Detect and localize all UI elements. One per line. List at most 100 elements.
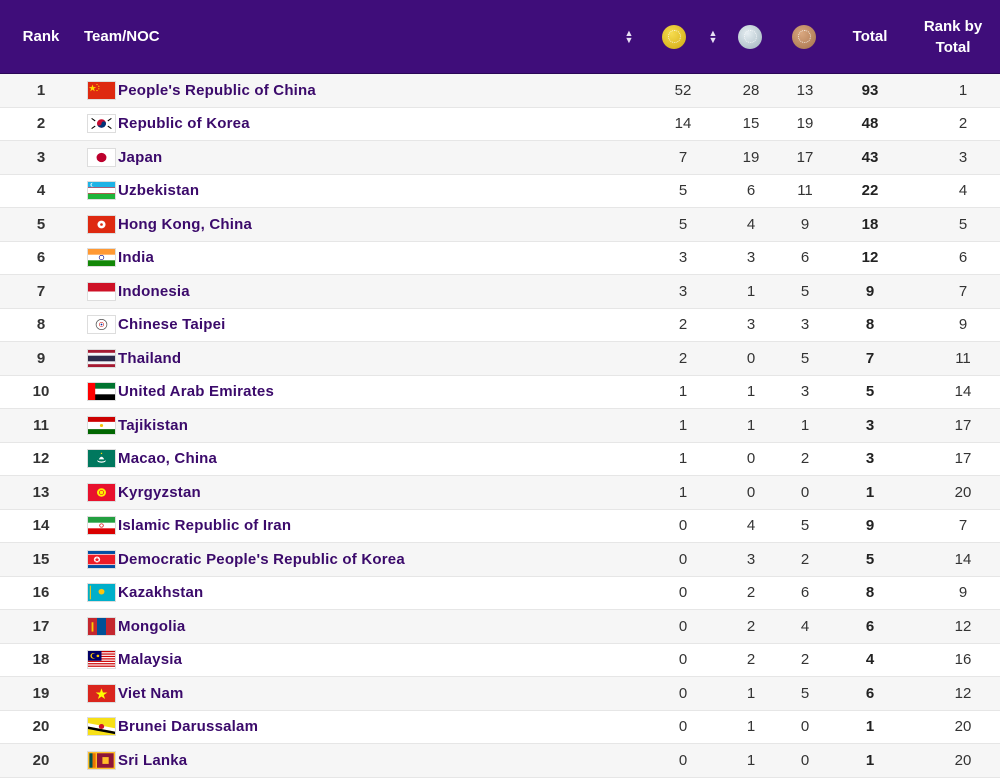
gold-count: 1 (678, 383, 688, 401)
silver-count: 0 (746, 483, 756, 501)
column-header-rank[interactable]: Rank (22, 28, 60, 45)
table-row: 19 Viet Nam 0 1 5 6 12 (0, 677, 1000, 711)
team-name-link[interactable]: Viet Nam (118, 684, 184, 702)
bronze-count: 5 (800, 517, 810, 535)
flag-cell (86, 74, 116, 107)
bronze-count: 13 (796, 81, 814, 99)
silver-count: 4 (746, 517, 756, 535)
rank-cell: 15 (32, 550, 50, 568)
table-row: 15 Democratic People's Republic of Korea 0… (0, 543, 1000, 577)
silver-count: 1 (746, 718, 756, 736)
silver-count: 0 (746, 349, 756, 367)
total-count: 8 (865, 316, 875, 334)
total-count: 1 (865, 483, 875, 501)
table-row: 3 Japan 7 19 17 43 3 (0, 141, 1000, 175)
team-name-link[interactable]: Islamic Republic of Iran (118, 517, 292, 535)
total-count: 22 (861, 182, 879, 200)
total-count: 18 (861, 215, 879, 233)
sort-silver-icon[interactable]: ▲ ▼ (708, 27, 718, 45)
gold-count: 7 (678, 148, 688, 166)
flag-cell (86, 275, 116, 308)
column-header-bronze[interactable] (788, 0, 820, 73)
team-name-link[interactable]: India (118, 249, 155, 267)
column-header-total[interactable]: Total (852, 28, 888, 45)
silver-count: 2 (746, 651, 756, 669)
team-name-link[interactable]: Uzbekistan (118, 182, 200, 200)
bronze-count: 2 (800, 450, 810, 468)
team-name-link[interactable]: Indonesia (118, 282, 190, 300)
team-name-link[interactable]: People's Republic of China (118, 81, 316, 99)
column-header-team[interactable]: Team/NOC (84, 28, 160, 45)
gold-count: 0 (678, 517, 688, 535)
silver-count: 1 (746, 282, 756, 300)
hongkong-flag-icon (86, 214, 116, 234)
bronze-count: 19 (796, 115, 814, 133)
team-name-link[interactable]: Kyrgyzstan (118, 483, 201, 501)
team-name-link[interactable]: Macao, China (118, 450, 218, 468)
rank-by-total-cell: 20 (954, 718, 972, 736)
rank-by-total-cell: 14 (954, 550, 972, 568)
flag-cell (86, 711, 116, 744)
team-name-link[interactable]: Republic of Korea (118, 115, 250, 133)
rank-cell: 19 (32, 684, 50, 702)
gold-count: 5 (678, 215, 688, 233)
team-name-link[interactable]: Mongolia (118, 617, 186, 635)
silver-count: 3 (746, 316, 756, 334)
team-name-link[interactable]: Malaysia (118, 651, 183, 669)
rank-cell: 20 (32, 718, 50, 736)
bronze-count: 6 (800, 249, 810, 267)
sort-gold-icon[interactable]: ▲ ▼ (624, 27, 634, 45)
gold-count: 0 (678, 584, 688, 602)
rank-cell: 12 (32, 450, 50, 468)
team-name-link[interactable]: Thailand (118, 349, 182, 367)
total-count: 3 (865, 450, 875, 468)
rank-by-total-cell: 16 (954, 651, 972, 669)
silver-count: 6 (746, 182, 756, 200)
india-flag-icon (86, 248, 116, 268)
total-count: 7 (865, 349, 875, 367)
bronze-count: 3 (800, 316, 810, 334)
column-header-rank-by-total[interactable]: Rank by Total (923, 17, 983, 56)
table-row: 9 Thailand 2 0 5 7 11 (0, 342, 1000, 376)
gold-count: 1 (678, 483, 688, 501)
rank-cell: 1 (36, 81, 46, 99)
total-count: 6 (865, 617, 875, 635)
total-count: 9 (865, 517, 875, 535)
gold-count: 1 (678, 450, 688, 468)
rank-cell: 18 (32, 651, 50, 669)
total-count: 8 (865, 584, 875, 602)
uzbekistan-flag-icon (86, 181, 116, 201)
table-row: 11 Tajikistan 1 1 1 3 17 (0, 409, 1000, 443)
flag-cell (86, 409, 116, 442)
table-row: 6 India 3 3 6 12 6 (0, 241, 1000, 275)
team-name-link[interactable]: Tajikistan (118, 416, 189, 434)
rank-cell: 7 (36, 282, 46, 300)
silver-count: 1 (746, 684, 756, 702)
team-name-link[interactable]: Brunei Darussalam (118, 718, 259, 736)
team-name-link[interactable]: Chinese Taipei (118, 316, 226, 334)
rank-by-total-cell: 7 (958, 517, 968, 535)
team-name-link[interactable]: Japan (118, 148, 163, 166)
team-name-link[interactable]: Hong Kong, China (118, 215, 253, 233)
gold-count: 1 (678, 416, 688, 434)
team-name-link[interactable]: United Arab Emirates (118, 383, 274, 401)
gold-count: 2 (678, 349, 688, 367)
silver-count: 1 (746, 383, 756, 401)
silver-count: 15 (742, 115, 760, 133)
team-name-link[interactable]: Democratic People's Republic of Korea (118, 550, 405, 568)
dprk-flag-icon (86, 549, 116, 569)
column-header-gold[interactable] (658, 0, 690, 73)
total-count: 1 (865, 751, 875, 769)
team-name-link[interactable]: Sri Lanka (118, 751, 188, 769)
rank-by-total-cell: 9 (958, 584, 968, 602)
flag-cell (86, 175, 116, 208)
flag-cell (86, 242, 116, 275)
macao-flag-icon (86, 449, 116, 469)
silver-count: 1 (746, 751, 756, 769)
rank-cell: 2 (36, 115, 46, 133)
rank-cell: 13 (32, 483, 50, 501)
team-name-link[interactable]: Kazakhstan (118, 584, 204, 602)
column-header-silver[interactable] (734, 0, 766, 73)
iran-flag-icon (86, 516, 116, 536)
rank-by-total-cell: 12 (954, 617, 972, 635)
